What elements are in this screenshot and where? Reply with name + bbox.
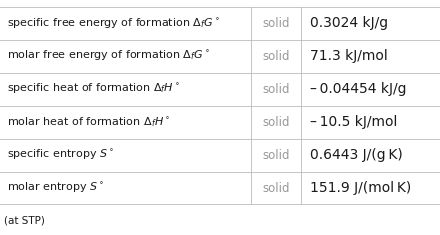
- Text: 0.6443 J/(g K): 0.6443 J/(g K): [310, 148, 403, 162]
- Text: – 10.5 kJ/mol: – 10.5 kJ/mol: [310, 115, 398, 129]
- Text: solid: solid: [262, 83, 290, 96]
- Text: molar free energy of formation $\Delta_f G^\circ$: molar free energy of formation $\Delta_f…: [7, 49, 210, 63]
- Text: solid: solid: [262, 149, 290, 162]
- Text: solid: solid: [262, 181, 290, 195]
- Text: – 0.04454 kJ/g: – 0.04454 kJ/g: [310, 82, 407, 96]
- Text: molar entropy $S^\circ$: molar entropy $S^\circ$: [7, 181, 104, 195]
- Text: solid: solid: [262, 116, 290, 129]
- Text: (at STP): (at STP): [4, 216, 45, 226]
- Text: 0.3024 kJ/g: 0.3024 kJ/g: [310, 16, 389, 31]
- Text: molar heat of formation $\Delta_f H^\circ$: molar heat of formation $\Delta_f H^\cir…: [7, 115, 170, 129]
- Text: solid: solid: [262, 50, 290, 63]
- Text: specific heat of formation $\Delta_f H^\circ$: specific heat of formation $\Delta_f H^\…: [7, 82, 180, 96]
- Text: 151.9 J/(mol K): 151.9 J/(mol K): [310, 181, 411, 195]
- Text: 71.3 kJ/mol: 71.3 kJ/mol: [310, 49, 388, 63]
- Text: solid: solid: [262, 17, 290, 30]
- Text: specific entropy $S^\circ$: specific entropy $S^\circ$: [7, 148, 114, 162]
- Text: specific free energy of formation $\Delta_f G^\circ$: specific free energy of formation $\Delt…: [7, 16, 220, 31]
